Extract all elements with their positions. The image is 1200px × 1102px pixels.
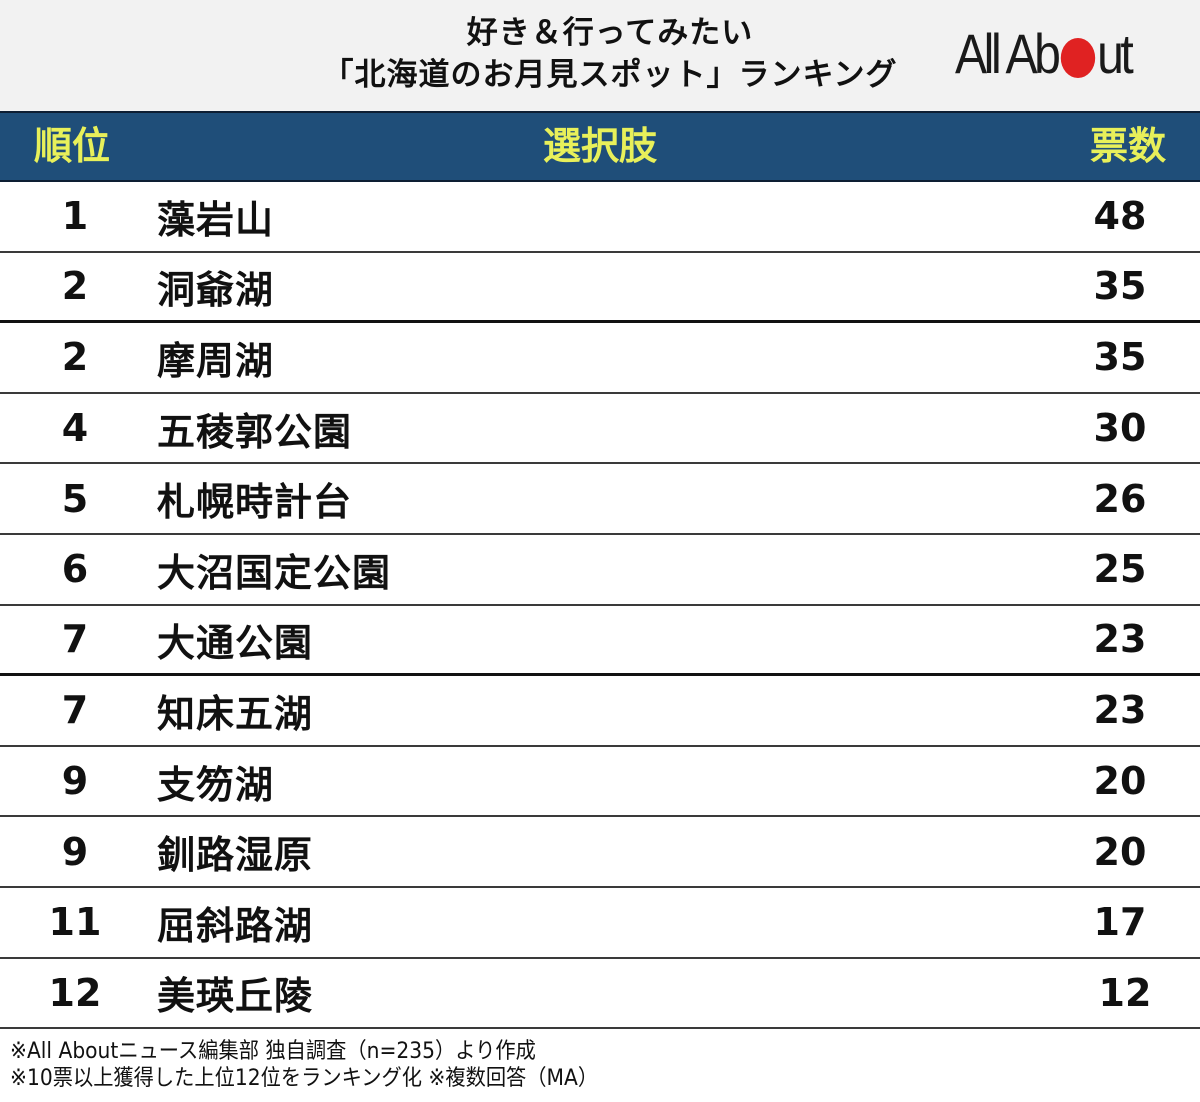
title-band: 好き＆行ってみたい 「北海道のお月見スポット」ランキング All Ab ut [0, 0, 1200, 111]
votes-cell: 20 [1093, 759, 1147, 804]
name-cell: 大通公園 [157, 620, 314, 665]
logo-text-before: All Ab [955, 22, 1061, 85]
name-cell: 知床五湖 [157, 691, 314, 736]
header-votes: 票数 [1089, 124, 1166, 168]
rank-cell: 2 [61, 264, 89, 309]
footnotes: ※All Aboutニュース編集部 独自調査（n=235）より作成 ※10票以上… [10, 1038, 649, 1092]
table-header: 選択肢 順位 票数 [0, 111, 1200, 182]
all-about-logo: All Ab ut [955, 22, 1134, 85]
name-cell: 大沼国定公園 [157, 550, 392, 595]
header-choice: 選択肢 [542, 124, 657, 168]
rank-cell: 12 [48, 970, 102, 1015]
name-cell: 藻岩山 [157, 197, 275, 242]
votes-cell: 30 [1093, 406, 1147, 451]
votes-cell: 48 [1093, 194, 1147, 239]
table-row: 4 五稜郭公園 30 [0, 394, 1200, 465]
table-row: 9 支笏湖 20 [0, 747, 1200, 818]
name-cell: 支笏湖 [157, 762, 275, 807]
table-row: 2 洞爺湖 35 [0, 253, 1200, 324]
votes-cell: 17 [1093, 900, 1147, 945]
table-row: 12 美瑛丘陵 12 [0, 959, 1200, 1030]
rank-cell: 9 [61, 829, 89, 874]
table-row: 1 藻岩山 48 [0, 182, 1200, 253]
name-cell: 美瑛丘陵 [157, 974, 314, 1019]
name-cell: 洞爺湖 [157, 267, 275, 312]
table-row: 6 大沼国定公園 25 [0, 535, 1200, 606]
ranking-table-body: 1 藻岩山 48 2 洞爺湖 35 2 摩周湖 35 4 五稜郭公園 30 5 … [0, 182, 1200, 1030]
table-row: 5 札幌時計台 26 [0, 464, 1200, 535]
name-cell: 摩周湖 [157, 338, 275, 383]
title-line-2: 「北海道のお月見スポット」ランキング [322, 57, 898, 93]
rank-cell: 7 [61, 617, 89, 662]
rank-cell: 7 [61, 688, 89, 733]
votes-cell: 20 [1093, 829, 1147, 874]
table-row: 11 屈斜路湖 17 [0, 888, 1200, 959]
page-title: 好き＆行ってみたい 「北海道のお月見スポット」ランキング [300, 12, 920, 96]
votes-cell: 25 [1093, 547, 1147, 592]
table-row: 9 釧路湿原 20 [0, 817, 1200, 888]
table-row: 2 摩周湖 35 [0, 323, 1200, 394]
name-cell: 釧路湿原 [157, 833, 314, 878]
rank-cell: 1 [61, 194, 89, 239]
rank-cell: 5 [61, 476, 89, 521]
votes-cell: 23 [1093, 688, 1147, 733]
rank-cell: 2 [61, 335, 89, 380]
rank-cell: 6 [61, 547, 89, 592]
votes-cell: 35 [1093, 335, 1147, 380]
votes-cell: 26 [1093, 476, 1147, 521]
votes-cell: 35 [1093, 264, 1147, 309]
rank-cell: 11 [48, 900, 102, 945]
name-cell: 屈斜路湖 [157, 903, 314, 948]
name-cell: 五稜郭公園 [157, 409, 353, 454]
votes-cell: 12 [1098, 970, 1152, 1015]
logo-text-after: ut [1097, 22, 1134, 85]
table-row: 7 大通公園 23 [0, 606, 1200, 677]
table-row: 7 知床五湖 23 [0, 676, 1200, 747]
title-line-1: 好き＆行ってみたい [466, 15, 754, 51]
rank-cell: 4 [61, 406, 89, 451]
footnote-source: ※All Aboutニュース編集部 独自調査（n=235）より作成 [10, 1039, 536, 1064]
red-dot-icon [1060, 38, 1096, 78]
footnote-method: ※10票以上獲得した上位12位をランキング化 ※複数回答（MA） [10, 1066, 599, 1091]
header-rank: 順位 [34, 124, 111, 168]
name-cell: 札幌時計台 [157, 480, 353, 525]
rank-cell: 9 [61, 759, 89, 804]
votes-cell: 23 [1093, 617, 1147, 662]
